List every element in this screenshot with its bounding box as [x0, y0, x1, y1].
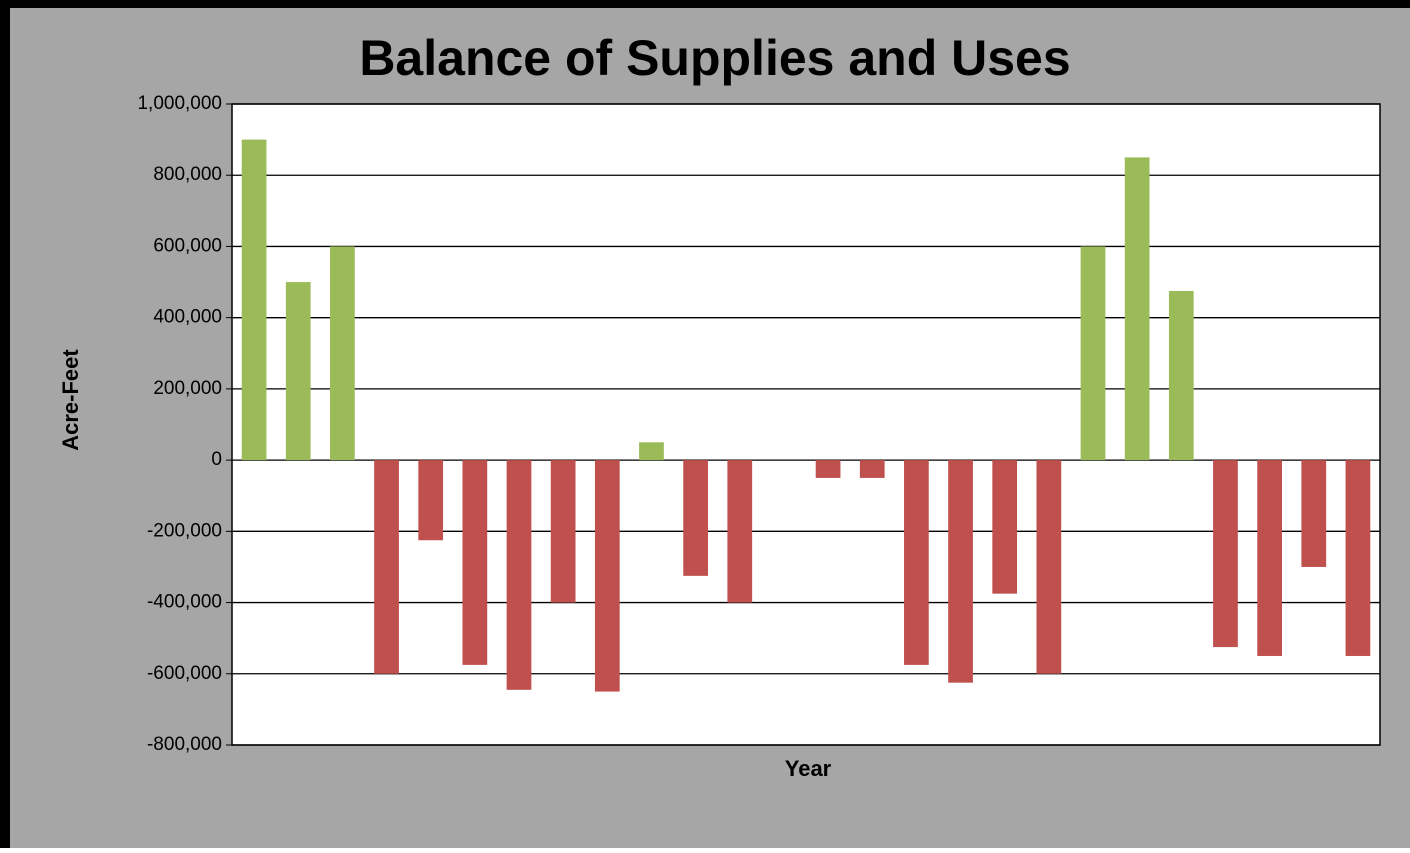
bar: [1257, 460, 1282, 656]
bar: [904, 460, 929, 665]
plot-area: [232, 104, 1380, 745]
y-tick-label: 200,000: [153, 378, 222, 399]
bar: [1213, 460, 1238, 648]
x-axis-label: Year: [785, 756, 832, 781]
chart-title: Balance of Supplies and Uses: [359, 30, 1070, 86]
bar: [374, 460, 399, 674]
y-tick-label: 800,000: [153, 164, 222, 185]
y-tick-label: 1,000,000: [137, 93, 222, 114]
bar: [815, 460, 841, 478]
y-tick-label: -800,000: [147, 734, 222, 755]
bar: [550, 460, 576, 603]
bar: [859, 460, 885, 478]
bar: [1345, 460, 1371, 656]
bar: [285, 282, 311, 461]
bar: [1080, 246, 1106, 461]
plot-border: [231, 103, 1381, 746]
y-tick-label: -400,000: [147, 592, 222, 613]
bar: [330, 246, 355, 461]
y-axis-label: Acre-Feet: [58, 349, 83, 451]
bar: [241, 139, 267, 461]
y-tick-label: -600,000: [147, 663, 222, 684]
bar: [948, 460, 973, 683]
bar: [639, 442, 664, 461]
bar: [418, 460, 444, 541]
bar: [1124, 157, 1150, 461]
y-tick-label: 400,000: [153, 307, 222, 328]
bar: [462, 460, 488, 665]
bar: [727, 460, 753, 603]
bar: [594, 460, 620, 692]
bar: [992, 460, 1018, 594]
y-tick-label: 0: [211, 449, 222, 470]
bar: [1168, 290, 1194, 461]
bar: [1301, 460, 1327, 567]
bar: [1036, 460, 1062, 674]
bar: [506, 460, 532, 690]
bar: [683, 460, 708, 576]
y-tick-label: 600,000: [153, 235, 222, 256]
y-tick-label: -200,000: [147, 520, 222, 541]
